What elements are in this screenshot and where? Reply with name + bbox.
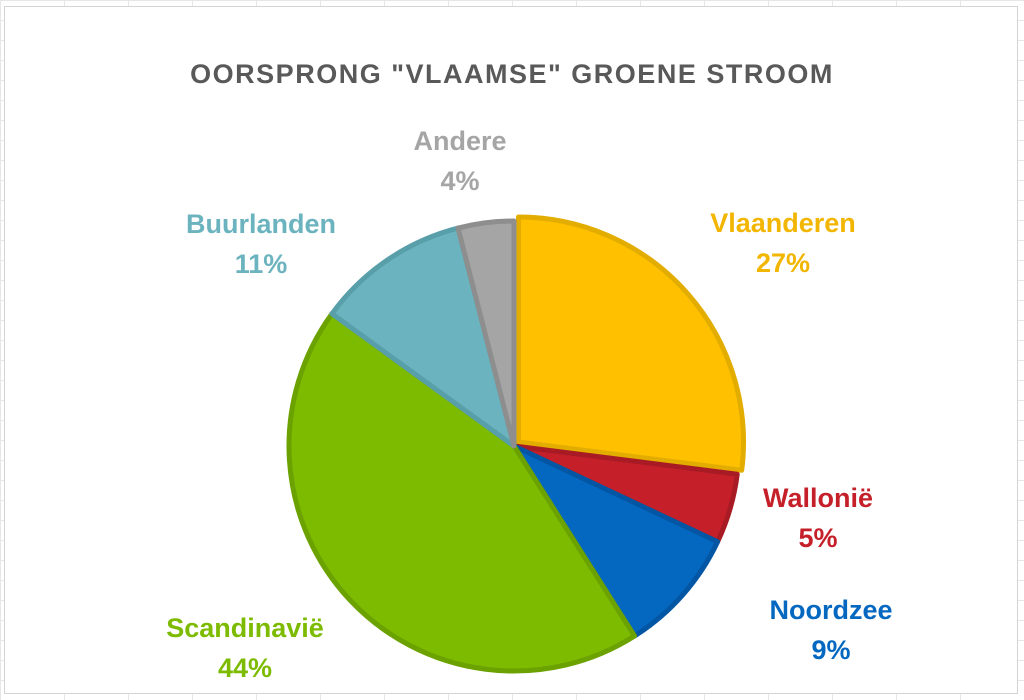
pie-slice-vlaanderen[interactable] xyxy=(516,214,746,473)
pie-slice-scandinavie[interactable] xyxy=(286,311,638,674)
data-label-name: Vlaanderen xyxy=(710,208,856,238)
chart-area[interactable]: OORSPRONG "VLAAMSE" GROENE STROOM Vlaand… xyxy=(4,6,1018,694)
data-label-name: Buurlanden xyxy=(186,209,336,239)
data-label-name: Andere xyxy=(413,126,506,156)
data-label-buurlanden: Buurlanden 11% xyxy=(186,209,336,279)
data-label-percent: 4% xyxy=(440,166,479,196)
data-label-noordzee: Noordzee 9% xyxy=(769,595,892,665)
pie-slice-andere[interactable] xyxy=(455,218,517,449)
data-label-percent: 27% xyxy=(756,248,810,278)
data-label-andere: Andere 4% xyxy=(413,126,506,196)
pie-chart: Vlaanderen 27% Wallonië 5% Noordzee 9% Scandin… xyxy=(166,126,892,683)
data-label-name: Scandinavië xyxy=(166,613,324,643)
data-label-percent: 44% xyxy=(218,653,272,683)
data-label-wallonie: Wallonië 5% xyxy=(763,483,873,553)
chart-title: OORSPRONG "VLAAMSE" GROENE STROOM xyxy=(190,59,834,89)
data-label-percent: 11% xyxy=(235,249,288,279)
data-label-name: Noordzee xyxy=(769,595,892,625)
data-label-percent: 9% xyxy=(811,635,850,665)
pie-slice-noordzee[interactable] xyxy=(511,443,721,639)
data-label-name: Wallonië xyxy=(763,483,873,513)
data-label-percent: 5% xyxy=(798,523,837,553)
pie-slice-buurlanden[interactable] xyxy=(329,225,517,449)
data-label-scandinavie: Scandinavië 44% xyxy=(166,613,324,683)
data-label-vlaanderen: Vlaanderen 27% xyxy=(710,208,856,278)
